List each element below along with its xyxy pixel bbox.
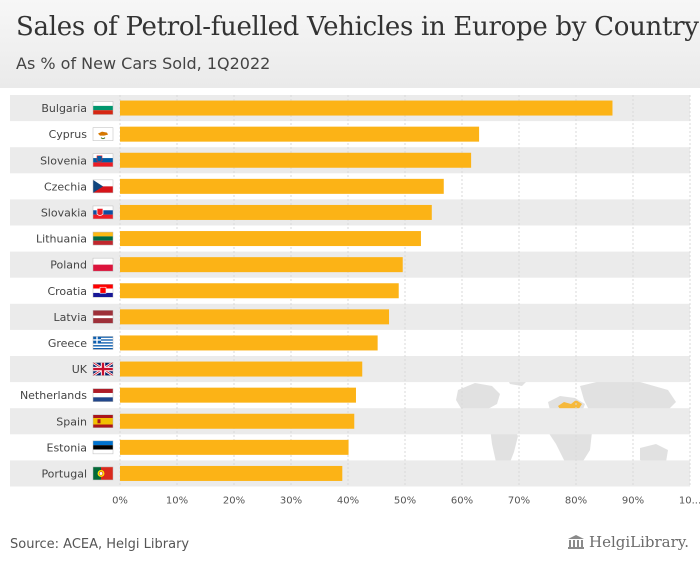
bar [120, 257, 403, 273]
poland-flag-icon [92, 257, 114, 272]
category-label: Lithuania [36, 233, 87, 246]
brand-name: HelgiLibrary. [589, 533, 690, 551]
category-label: Slovakia [41, 206, 87, 219]
estonia-flag-icon [92, 440, 114, 455]
library-building-icon [568, 535, 584, 549]
bar [120, 231, 421, 247]
czechia-flag-icon [92, 179, 114, 194]
bar-chart: Bulgaria Cyprus Slovenia Czechia Slovakia Lit… [10, 95, 700, 507]
x-tick-label: 60% [451, 496, 473, 507]
spain-flag-icon [92, 414, 114, 428]
category-label: Greece [48, 337, 87, 350]
bar [120, 126, 480, 142]
bar [120, 100, 613, 116]
category-label: Spain [56, 415, 87, 428]
cyprus-flag-icon [92, 127, 114, 141]
category-label: Czechia [44, 180, 87, 193]
category-label: Estonia [47, 441, 88, 454]
bar [120, 283, 399, 299]
bar [120, 335, 378, 351]
lithuania-flag-icon [92, 231, 114, 246]
x-tick-label: 10% [166, 496, 188, 507]
bar [120, 204, 432, 220]
bulgaria-flag-icon [92, 101, 114, 115]
category-label: Latvia [54, 311, 88, 324]
category-label: Bulgaria [41, 102, 87, 115]
chart-title: Sales of Petrol-fuelled Vehicles in Euro… [16, 12, 699, 42]
category-label: Poland [50, 259, 87, 272]
chart-subtitle: As % of New Cars Sold, 1Q2022 [16, 54, 271, 73]
category-label: Portugal [41, 467, 87, 480]
category-label: UK [72, 363, 88, 376]
bar [120, 178, 444, 194]
uk-flag-icon [92, 361, 114, 377]
bar [120, 309, 390, 325]
x-tick-label: 70% [508, 496, 530, 507]
x-tick-label: 30% [280, 496, 302, 507]
slovakia-flag-icon [92, 205, 114, 220]
bar [120, 361, 363, 377]
category-label: Slovenia [40, 154, 87, 167]
x-tick-label: 0% [112, 496, 128, 507]
x-tick-label: 90% [622, 496, 644, 507]
slovenia-flag-icon [92, 153, 114, 167]
category-label: Croatia [47, 285, 87, 298]
bar [120, 413, 355, 429]
bar [120, 152, 472, 168]
latvia-flag-icon [92, 310, 114, 324]
x-tick-label: 40% [337, 496, 359, 507]
bar [120, 439, 349, 455]
header-band: Sales of Petrol-fuelled Vehicles in Euro… [0, 0, 700, 88]
netherlands-flag-icon [92, 388, 114, 402]
x-tick-label: 50% [394, 496, 416, 507]
bar [120, 465, 343, 481]
portugal-flag-icon [92, 466, 114, 481]
category-label: Netherlands [20, 389, 87, 402]
bar [120, 387, 356, 403]
source-note: Source: ACEA, Helgi Library [10, 537, 190, 552]
greece-flag-icon [92, 336, 114, 350]
x-tick-label: 20% [223, 496, 245, 507]
helgi-library-logo: HelgiLibrary. [567, 533, 689, 551]
x-tick-label: 80% [565, 496, 587, 507]
category-label: Cyprus [49, 128, 88, 141]
x-tick-label: 10... [679, 496, 700, 507]
croatia-flag-icon [92, 284, 114, 298]
